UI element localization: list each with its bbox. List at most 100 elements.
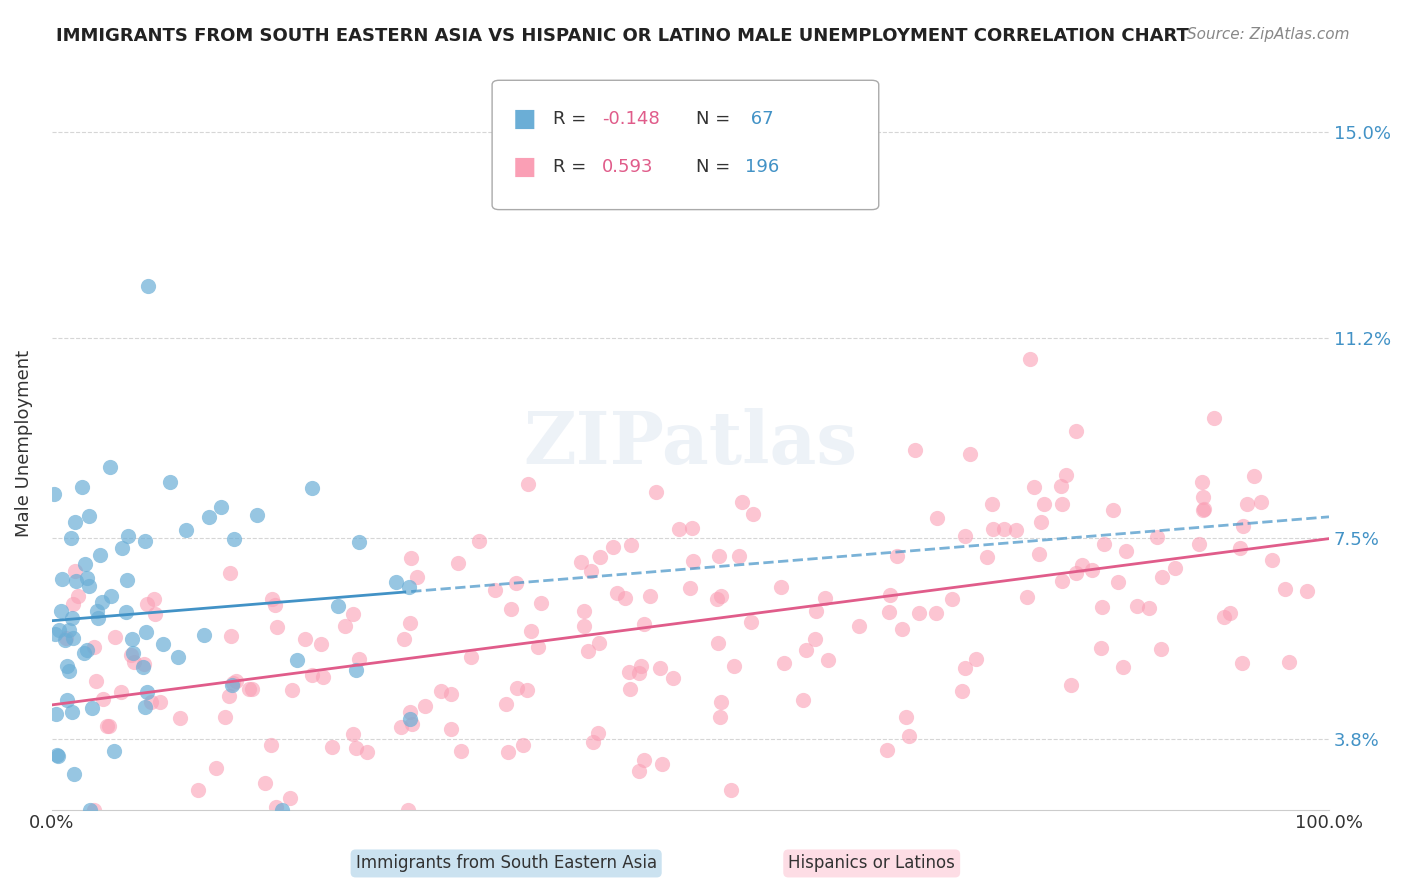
Point xyxy=(429,684,451,698)
Point xyxy=(1213,610,1236,624)
Point xyxy=(1250,495,1272,509)
Point xyxy=(321,739,343,754)
Point xyxy=(1064,566,1087,580)
Text: N =: N = xyxy=(696,110,735,128)
Point xyxy=(741,508,763,522)
Point xyxy=(63,766,86,780)
Point xyxy=(121,632,143,647)
Point xyxy=(149,695,172,709)
Point xyxy=(740,615,762,629)
Point xyxy=(134,699,156,714)
Point xyxy=(1194,502,1216,516)
Point xyxy=(89,548,111,562)
Point xyxy=(1015,590,1038,604)
Point xyxy=(620,538,643,552)
Point xyxy=(76,643,98,657)
Point xyxy=(55,631,77,645)
Point xyxy=(42,487,65,501)
Point xyxy=(981,522,1004,536)
Point xyxy=(166,650,188,665)
Point xyxy=(1261,553,1284,567)
Point xyxy=(1081,563,1104,577)
Point xyxy=(579,564,602,578)
Point xyxy=(270,803,292,817)
Point xyxy=(301,667,323,681)
Point xyxy=(627,665,650,680)
Point xyxy=(120,648,142,662)
Point xyxy=(1274,582,1296,596)
Point xyxy=(328,599,350,614)
Point xyxy=(132,660,155,674)
Point xyxy=(100,589,122,603)
Point xyxy=(280,683,302,698)
Point xyxy=(1191,490,1213,504)
Point xyxy=(238,681,260,696)
Point xyxy=(638,589,661,603)
Point xyxy=(981,497,1004,511)
Point xyxy=(246,508,269,522)
Point xyxy=(886,549,908,563)
Point xyxy=(342,607,364,622)
Point xyxy=(56,659,79,673)
Point xyxy=(1278,655,1301,669)
Point xyxy=(661,671,683,685)
Point xyxy=(794,643,817,657)
Point xyxy=(876,743,898,757)
Point xyxy=(628,764,651,779)
Point xyxy=(254,776,277,790)
Point xyxy=(976,550,998,565)
Point xyxy=(848,619,870,633)
Point xyxy=(792,693,814,707)
Point xyxy=(1029,515,1052,529)
Point xyxy=(91,595,114,609)
Point xyxy=(589,550,612,565)
Point xyxy=(76,571,98,585)
Point xyxy=(104,630,127,644)
Point xyxy=(62,597,84,611)
Point xyxy=(710,695,733,709)
Point xyxy=(908,607,931,621)
Point xyxy=(679,582,702,596)
Point xyxy=(401,717,423,731)
Point xyxy=(121,646,143,660)
Point xyxy=(63,564,86,578)
Point xyxy=(204,761,226,775)
Point xyxy=(950,684,973,698)
Point xyxy=(110,541,132,555)
Point xyxy=(45,748,67,763)
Text: ■: ■ xyxy=(513,155,537,178)
Point xyxy=(993,522,1015,536)
Point xyxy=(58,624,80,638)
Point xyxy=(1137,600,1160,615)
Point xyxy=(505,576,527,591)
Point xyxy=(633,753,655,767)
Point xyxy=(706,591,728,606)
Point xyxy=(1188,537,1211,551)
Point xyxy=(396,803,419,817)
Point xyxy=(72,479,94,493)
Point xyxy=(159,475,181,490)
Point xyxy=(519,624,541,639)
Point xyxy=(389,720,412,734)
Point xyxy=(1243,468,1265,483)
Point xyxy=(965,652,987,666)
Point xyxy=(516,682,538,697)
Point xyxy=(648,661,671,675)
Point xyxy=(1056,468,1078,483)
Point xyxy=(134,657,156,672)
Point xyxy=(66,589,89,603)
Point xyxy=(1102,503,1125,517)
Point xyxy=(399,706,422,720)
Point xyxy=(814,591,837,605)
Text: R =: R = xyxy=(553,158,592,176)
Text: N =: N = xyxy=(696,158,735,176)
Point xyxy=(73,646,96,660)
Point xyxy=(294,632,316,646)
Point xyxy=(602,540,624,554)
Point xyxy=(98,719,121,733)
Point xyxy=(413,699,436,714)
Point xyxy=(134,534,156,549)
Point xyxy=(925,606,948,620)
Point xyxy=(619,681,641,696)
Point xyxy=(770,581,793,595)
